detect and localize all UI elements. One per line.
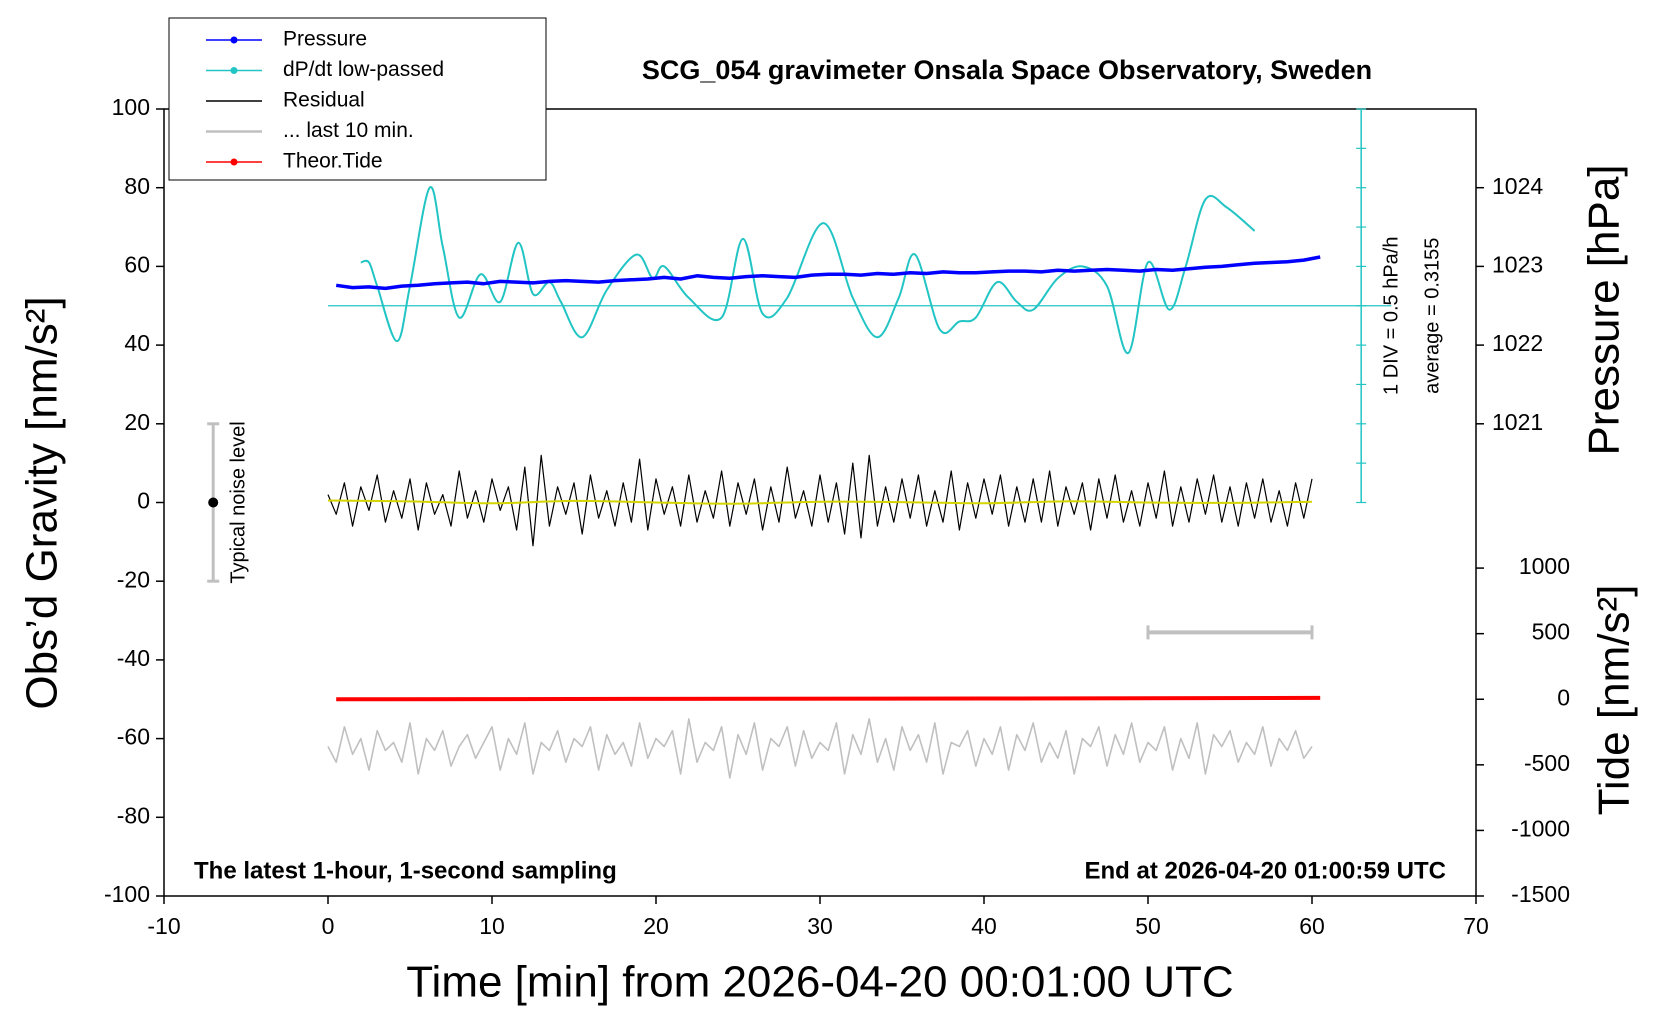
legend-marker <box>230 36 238 44</box>
y3-axis-label: Tide [nm/s²] <box>1590 585 1639 816</box>
y3-tick-label: 500 <box>1532 619 1570 645</box>
x-tick-label: 30 <box>807 913 833 939</box>
legend-marker <box>230 158 238 166</box>
y-tick-label: 80 <box>124 173 150 199</box>
annotation-left: The latest 1-hour, 1-second sampling <box>194 857 617 884</box>
y-tick-label: 40 <box>124 330 150 356</box>
y-tick-label: -100 <box>104 881 150 907</box>
legend: Pressure dP/dt low-passed Residual ... last… <box>168 17 547 181</box>
legend-label: ... last 10 min. <box>283 119 414 142</box>
smoothed-line <box>327 499 1313 505</box>
y2-tick-label: 1021 <box>1492 409 1543 435</box>
y-tick-label: -60 <box>117 724 150 750</box>
y2-axis-label: Pressure [hPa] <box>1580 164 1629 455</box>
y2-tick-label: 1023 <box>1492 251 1543 277</box>
x-tick-label: 50 <box>1135 913 1161 939</box>
dpdt-scale-label: 1 DIV = 0.5 hPa/h <box>1380 237 1402 395</box>
x-tick-label: 60 <box>1299 913 1325 939</box>
series-line <box>327 454 1313 547</box>
legend-label: Pressure <box>283 28 367 51</box>
series-line <box>336 695 1321 702</box>
legend-box <box>168 17 547 181</box>
y-tick-label: -40 <box>117 645 150 671</box>
y-tick-label: -80 <box>117 802 150 828</box>
y-tick-label: 60 <box>124 251 150 277</box>
x-tick-label: 40 <box>971 913 997 939</box>
series-line <box>327 718 1313 779</box>
x-tick-label: 20 <box>643 913 669 939</box>
y-tick-label: 0 <box>137 488 150 514</box>
legend-label: dP/dt low-passed <box>283 58 444 81</box>
y3-tick-label: -1000 <box>1511 815 1570 841</box>
y2-tick-label: 1022 <box>1492 330 1543 356</box>
noise-label: Typical noise level <box>227 421 249 583</box>
x-tick-label: 70 <box>1463 913 1489 939</box>
y3-tick-label: 1000 <box>1519 553 1570 579</box>
x-tick-label: 10 <box>479 913 505 939</box>
noise-center <box>208 497 219 508</box>
y-tick-label: 100 <box>112 94 150 120</box>
y3-tick-label: -1500 <box>1511 881 1570 907</box>
x-tick-label: 0 <box>322 913 335 939</box>
y3-tick-label: 0 <box>1557 684 1570 710</box>
legend-label: Theor.Tide <box>283 150 383 173</box>
y3-tick-label: -500 <box>1524 750 1570 776</box>
x-tick-label: -10 <box>147 913 180 939</box>
dpdt-average-label: average = 0.3155 <box>1421 238 1443 394</box>
y-axis-label: Obs’d Gravity [nm/s²] <box>18 296 67 709</box>
x-axis-label: Time [min] from 2026-04-20 00:01:00 UTC <box>406 958 1233 1007</box>
annotation-right: End at 2026-04-20 01:00:59 UTC <box>1085 857 1447 884</box>
y-tick-label: 20 <box>124 409 150 435</box>
chart-title: SCG_054 gravimeter Onsala Space Observat… <box>642 55 1372 85</box>
series-line <box>335 255 1321 291</box>
legend-marker <box>230 67 238 74</box>
y-tick-label: -20 <box>117 566 150 592</box>
y2-tick-label: 1024 <box>1492 173 1543 199</box>
legend-label: Residual <box>283 89 365 112</box>
series-line <box>360 186 1256 354</box>
